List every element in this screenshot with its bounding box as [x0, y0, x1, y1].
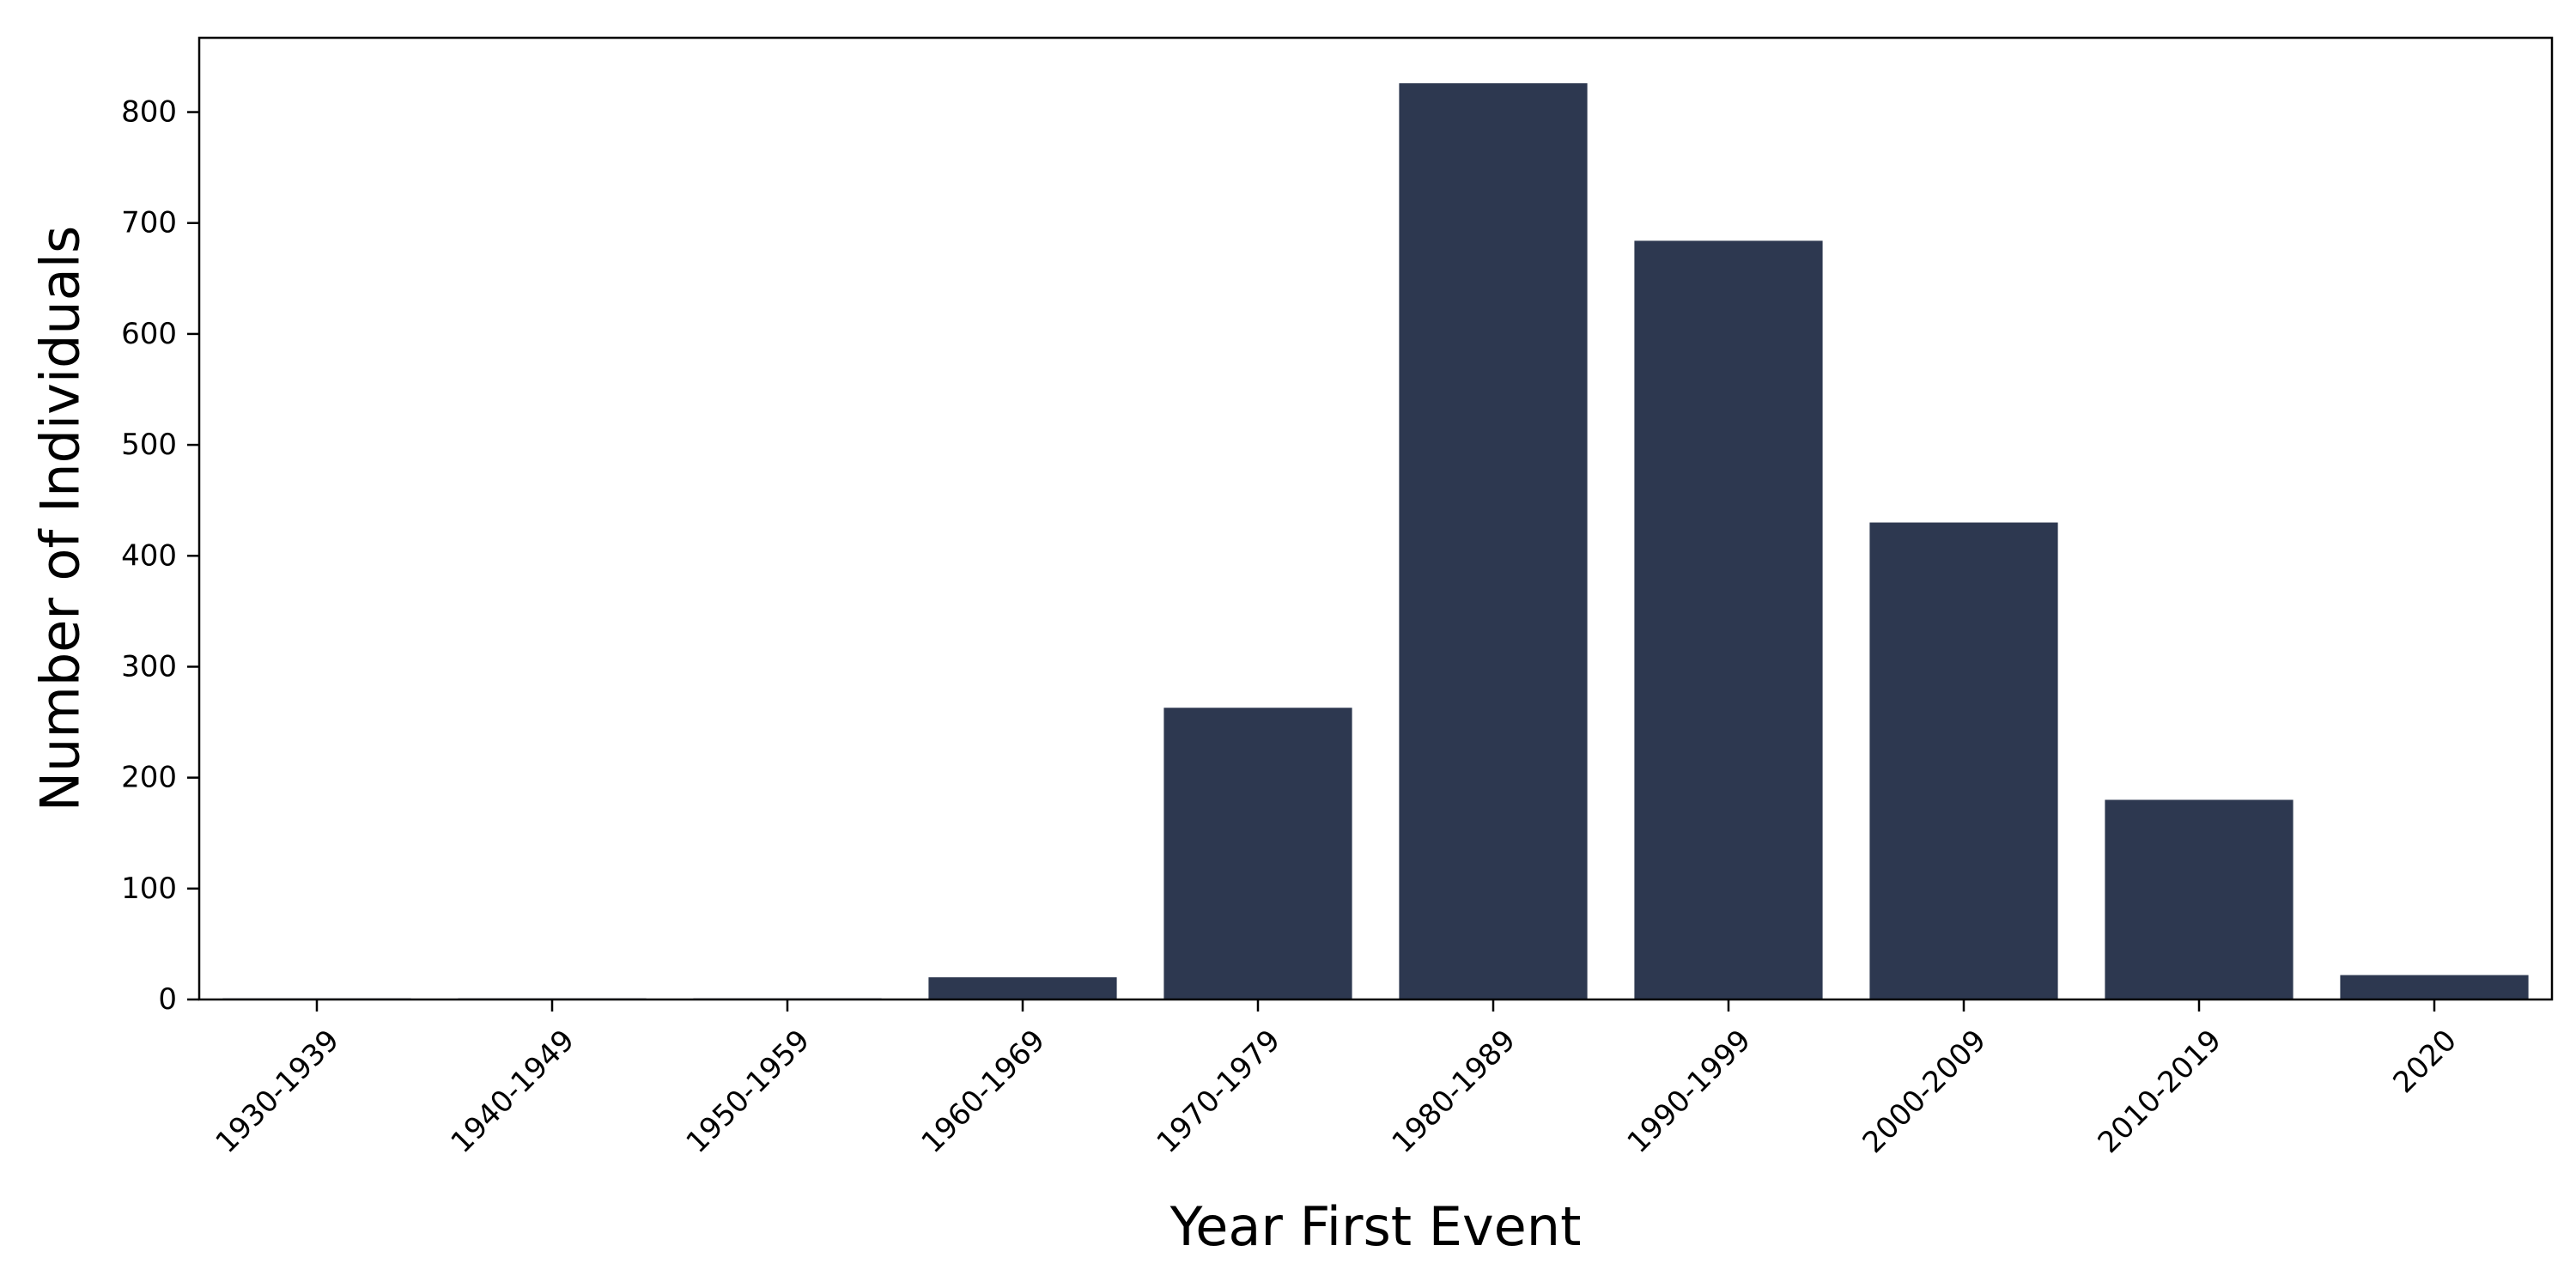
y-tick-label: 200 [121, 761, 177, 795]
plot-frame [197, 36, 2554, 1001]
y-tick-label: 500 [121, 428, 177, 462]
bar-1960-1969 [928, 977, 1117, 999]
bars-layer [222, 82, 2529, 1000]
y-tick-label: 600 [121, 317, 177, 351]
bar-1990-1999 [1634, 240, 1823, 1000]
x-axis: 1930-1939 1940-1949 1950-1959 1960-1969 1970… [210, 999, 2464, 1160]
x-tick-label: 1960-1969 [915, 1024, 1052, 1160]
y-tick-label: 700 [121, 206, 177, 240]
x-tick-label: 2000-2009 [1856, 1024, 1993, 1160]
y-axis-title: Number of Individuals [29, 226, 92, 811]
y-tick-label: 400 [121, 538, 177, 573]
y-tick-label: 300 [121, 649, 177, 683]
y-tick-label: 800 [121, 95, 177, 130]
bar-2000-2009 [1869, 522, 2058, 999]
bar-2010-2019 [2105, 799, 2293, 999]
x-tick-label: 2010-2019 [2092, 1024, 2228, 1160]
x-tick-label: 1940-1949 [445, 1024, 581, 1160]
x-tick-label: 1970-1979 [1151, 1024, 1287, 1160]
y-tick-label: 100 [121, 872, 177, 906]
x-tick-label: 1980-1989 [1386, 1024, 1522, 1160]
y-axis: 0 100 200 300 400 500 600 700 800 [121, 95, 199, 1017]
x-tick-label: 1990-1999 [1621, 1024, 1758, 1160]
x-tick-label: 2020 [2386, 1024, 2463, 1100]
bar-1970-1979 [1163, 708, 1352, 999]
y-tick-label: 0 [158, 982, 177, 1017]
bar-1980-1989 [1399, 82, 1588, 1000]
x-axis-title: Year First Event [1170, 1195, 1582, 1258]
bar-2020 [2340, 975, 2529, 999]
x-tick-label: 1950-1959 [680, 1024, 817, 1160]
x-tick-label: 1930-1939 [210, 1024, 346, 1160]
